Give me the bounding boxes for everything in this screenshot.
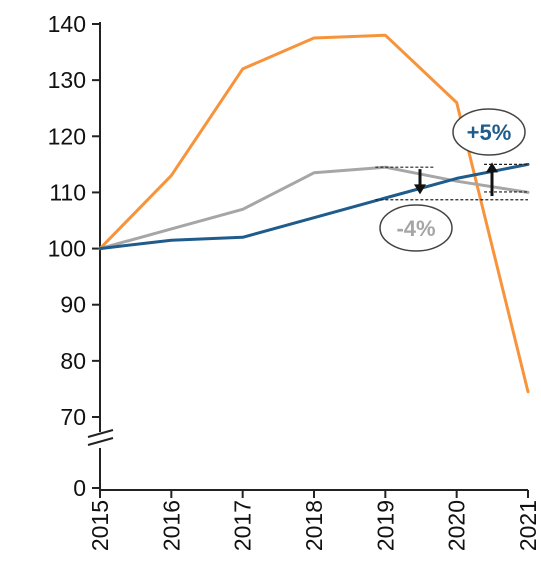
y-tick-label: 90 [60,292,86,318]
y-tick-label: 0 [73,475,86,501]
y-tick-label: 110 [49,179,86,205]
series-layer [98,33,530,394]
x-tick-group: 2015 2016 2017 2018 2019 2020 2021 [87,490,541,551]
x-tick-label: 2018 [301,500,327,551]
annotation-ellipse-decrease [379,204,453,252]
y-tick-label: 130 [48,67,86,93]
x-tick-label: 2019 [372,500,398,551]
annotation-ellipse-increase [452,108,526,156]
arrow-down-icon [414,184,426,195]
y-tick-label: 70 [60,404,86,430]
x-tick-label: 2021 [515,500,541,551]
annotation-label-decrease: -4% [396,216,435,241]
x-tick-label: 2016 [158,500,184,551]
y-axis: 140 130 120 110 100 90 80 70 0 [48,11,114,501]
x-tick-label: 2015 [87,500,113,551]
annotation-layer: -4% +5% [375,108,528,252]
x-axis: 2015 2016 2017 2018 2019 2020 2021 [87,489,541,551]
axis-break-slash-lower [87,437,114,446]
y-tick-label: 80 [60,348,86,374]
x-tick-label: 2020 [444,500,470,551]
arrow-up-icon [486,162,498,173]
y-tick-group: 140 130 120 110 100 90 80 70 0 [48,11,100,501]
axis-break-slash-upper [87,429,114,438]
x-tick-label: 2017 [230,500,256,551]
series-line-2 [98,165,530,251]
annotation-label-increase: +5% [467,120,512,145]
axis-break-marker [87,429,114,446]
y-tick-label: 100 [48,236,86,262]
series-line-3 [98,162,530,251]
y-tick-label: 140 [48,11,86,37]
series-line-1 [98,33,530,394]
y-tick-label: 120 [48,123,86,149]
